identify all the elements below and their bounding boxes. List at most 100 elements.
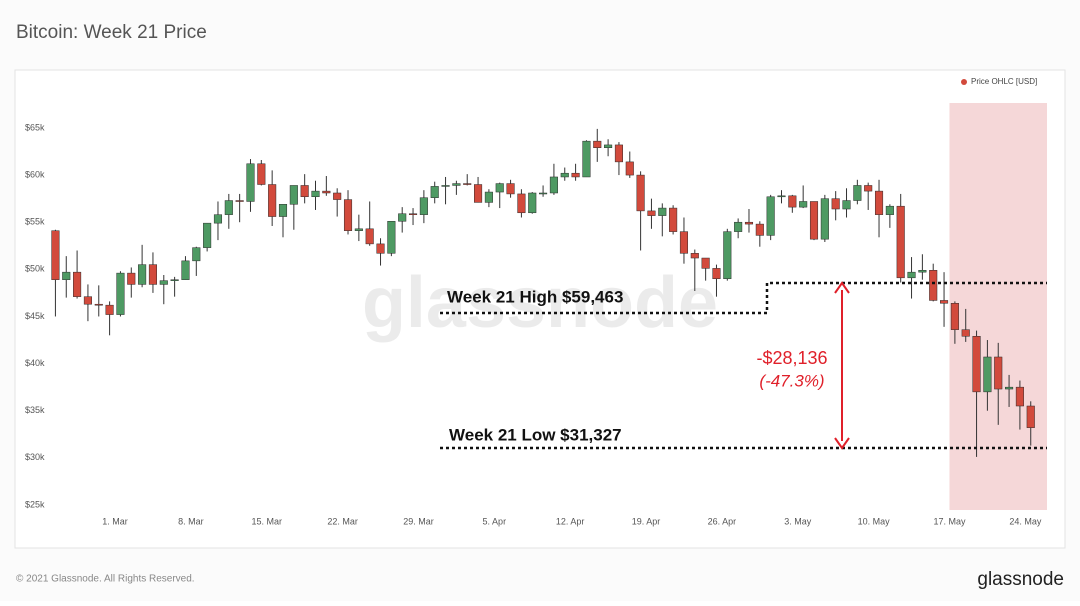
plot-frame (14, 69, 1066, 549)
x-tick-label: 8. Mar (178, 516, 204, 526)
candle-body (983, 356, 992, 393)
x-tick-label: 19. Apr (632, 516, 661, 526)
candle-body (972, 336, 981, 393)
candle-body (885, 205, 894, 215)
legend-label: Price OHLC [USD] (971, 77, 1037, 86)
candle-body (181, 260, 190, 280)
candle-body (539, 192, 548, 195)
candle-body (994, 356, 1003, 390)
candle-body (864, 185, 873, 192)
candle-body (127, 272, 136, 285)
candle-body (929, 270, 938, 301)
y-tick-label: $65k (25, 122, 45, 132)
candle-body (1026, 405, 1035, 428)
candle-body (820, 198, 829, 240)
candle-body (224, 200, 233, 215)
candle-body (950, 303, 959, 330)
candle-body (322, 190, 331, 194)
candle-body (474, 184, 483, 203)
candle-body (419, 197, 428, 215)
x-tick-label: 17. May (933, 516, 966, 526)
candle-body (874, 190, 884, 215)
candle-body (83, 296, 92, 305)
candle-body (831, 198, 840, 210)
watermark: glassnode (362, 263, 718, 343)
candle-body (387, 221, 396, 254)
candle-body (734, 221, 743, 232)
x-tick-label: 24. May (1009, 516, 1042, 526)
candle-body (116, 272, 125, 315)
x-tick-label: 22. Mar (327, 516, 358, 526)
candle-body (528, 192, 537, 214)
y-tick-label: $25k (25, 499, 45, 509)
candle-body (159, 280, 168, 285)
candle-body (192, 247, 201, 262)
candle-body (365, 228, 374, 245)
candle-body (73, 271, 82, 297)
candle-body (408, 213, 418, 215)
x-tick-label: 26. Apr (708, 516, 737, 526)
candle-body (918, 270, 927, 273)
candle-body (94, 303, 103, 306)
low-label: Week 21 Low $31,327 (449, 425, 622, 444)
x-tick-label: 29. Mar (403, 516, 434, 526)
x-tick-label: 12. Apr (556, 516, 585, 526)
x-tick-label: 15. Mar (251, 516, 282, 526)
candle-body (62, 271, 71, 280)
candle-body (138, 264, 147, 285)
legend-marker (961, 79, 967, 85)
y-tick-label: $50k (25, 264, 45, 274)
candle-body (712, 268, 721, 280)
change-pct-label: (-47.3%) (759, 371, 824, 390)
y-tick-label: $55k (25, 217, 45, 227)
candle-body (549, 176, 558, 194)
candle-body (604, 144, 613, 148)
candle-body (809, 201, 819, 240)
candle-body (788, 195, 797, 208)
candle-body (278, 204, 288, 217)
arrow-heads (834, 281, 850, 450)
y-tick-label: $30k (25, 452, 45, 462)
candle-body (940, 300, 949, 304)
candle-body (268, 184, 277, 217)
candle-body (517, 193, 526, 214)
candle-body (647, 210, 656, 216)
candle-body (289, 185, 298, 205)
candle-body (636, 174, 645, 212)
candle-body (376, 243, 385, 254)
candle-body (235, 200, 244, 202)
candle-body (398, 213, 407, 222)
candle-body (593, 140, 602, 148)
candle-body (1015, 386, 1024, 407)
x-tick-label: 3. May (784, 516, 812, 526)
x-tick-label: 10. May (858, 516, 891, 526)
candle-body (506, 183, 515, 195)
candle-body (148, 264, 157, 285)
candle-body (669, 207, 678, 232)
candle-body (690, 253, 699, 259)
candle-body (777, 195, 786, 198)
candle-body (679, 231, 689, 254)
candle-body (896, 205, 905, 279)
candle-body (842, 200, 851, 210)
candle-body (170, 279, 179, 281)
candle-body (354, 228, 363, 231)
high-line (440, 281, 1047, 315)
candle-body (257, 163, 266, 185)
candle-body (343, 199, 353, 231)
x-tick-label: 1. Mar (102, 516, 128, 526)
candle-body (430, 186, 439, 198)
candle-body (1005, 386, 1014, 390)
y-tick-label: $45k (25, 311, 45, 321)
x-tick-label: 5. Apr (483, 516, 507, 526)
candle-body (625, 161, 634, 176)
chart-title: Bitcoin: Week 21 Price (16, 22, 207, 43)
candle-body (300, 185, 309, 198)
candle-body (853, 185, 862, 201)
y-tick-label: $60k (25, 169, 45, 179)
candle-body (571, 172, 580, 178)
candle-body (961, 329, 970, 337)
candle-body (51, 230, 60, 280)
candle-body (766, 196, 775, 236)
